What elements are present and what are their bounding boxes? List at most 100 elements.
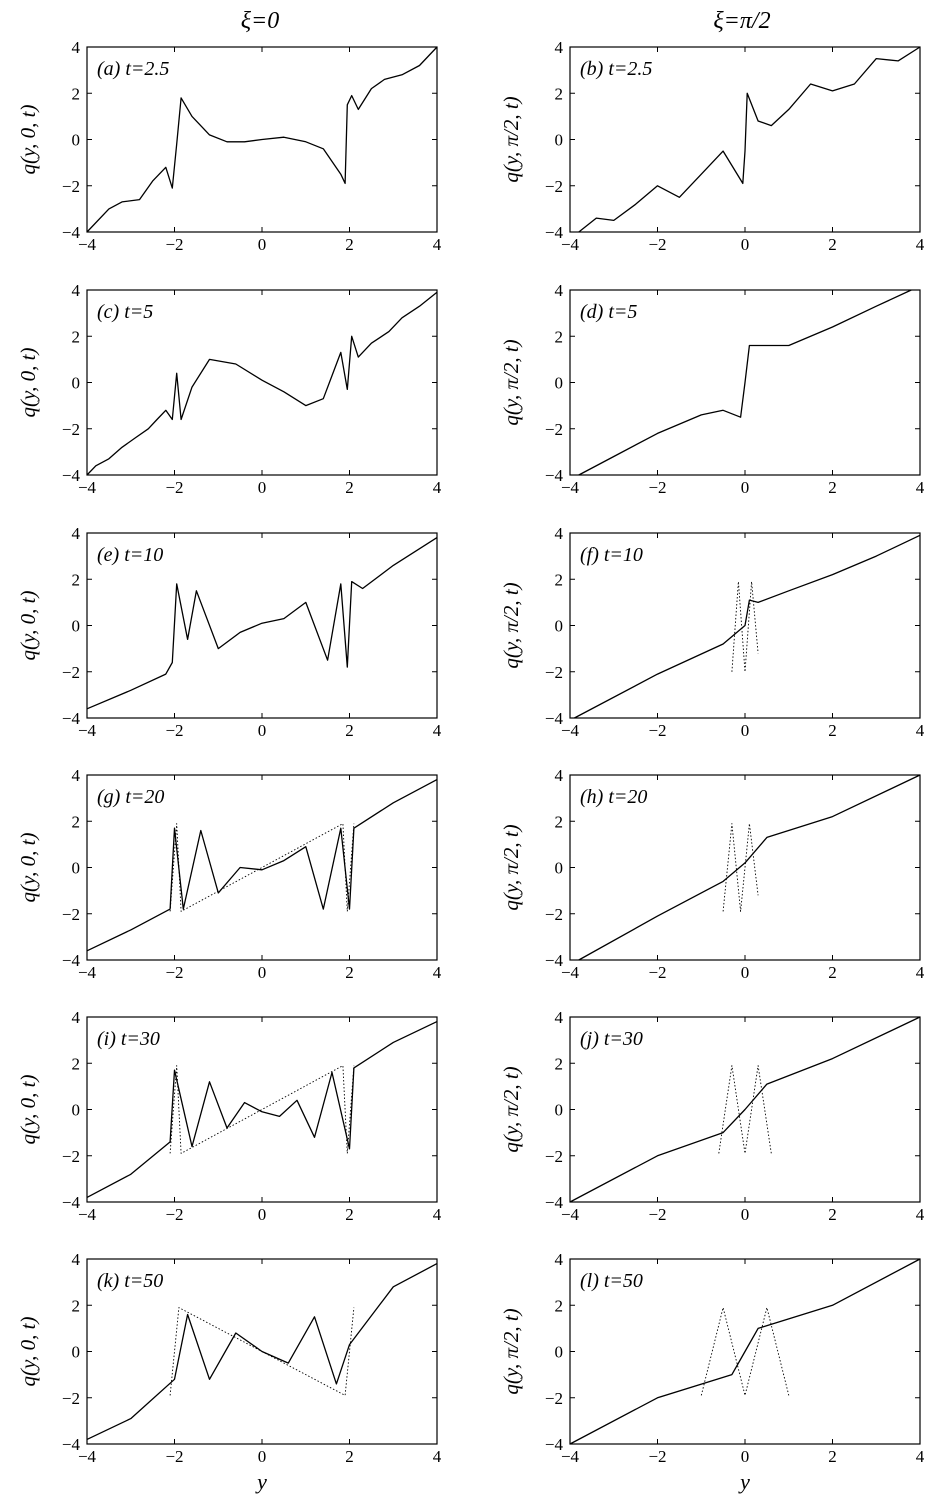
x-tick-label: −2 xyxy=(165,721,183,740)
x-tick-label: −2 xyxy=(165,478,183,497)
series-line xyxy=(86,46,438,233)
y-tick-label: 2 xyxy=(72,84,81,103)
x-tick-label: −4 xyxy=(561,1205,580,1224)
y-tick-label: −2 xyxy=(62,1389,80,1408)
x-tick-label: −2 xyxy=(648,478,666,497)
x-tick-label: −2 xyxy=(165,963,183,982)
x-tick-label: −4 xyxy=(78,1447,97,1466)
y-tick-label: 2 xyxy=(72,570,81,589)
x-tick-label: −4 xyxy=(78,478,97,497)
series-line xyxy=(86,1021,438,1198)
panel-label: (f) t=10 xyxy=(580,544,643,566)
x-tick-label: 2 xyxy=(828,1205,837,1224)
y-tick-label: −4 xyxy=(62,1435,81,1454)
y-tick-label: 2 xyxy=(555,1054,564,1073)
y-tick-label: 2 xyxy=(72,1296,81,1315)
series-line-dotted xyxy=(700,1307,790,1396)
x-tick-label: 4 xyxy=(433,1447,442,1466)
y-tick-label: −2 xyxy=(545,420,563,439)
x-tick-label: 4 xyxy=(916,963,925,982)
y-tick-label: −2 xyxy=(62,905,80,924)
y-tick-label: 2 xyxy=(555,812,564,831)
y-tick-label: −2 xyxy=(62,420,80,439)
y-tick-label: −4 xyxy=(545,951,564,970)
y-tick-label: 0 xyxy=(72,1343,81,1362)
series-line-dotted xyxy=(722,823,759,912)
panel-h: −4 −2 0 2 4 −4 −2 0 2 4 q(y, π/2, t) (h) t=20 xyxy=(499,766,925,982)
panel-label: (i) t=30 xyxy=(97,1028,160,1050)
x-axis-label: y xyxy=(255,1469,267,1494)
panel-label: (l) t=50 xyxy=(580,1270,643,1292)
x-tick-label: −2 xyxy=(648,721,666,740)
y-tick-label: 2 xyxy=(555,84,564,103)
x-tick-label: 2 xyxy=(828,235,837,254)
panel-label: (a) t=2.5 xyxy=(97,58,169,80)
x-tick-label: 4 xyxy=(433,235,442,254)
x-tick-label: 4 xyxy=(433,963,442,982)
x-tick-label: 2 xyxy=(345,478,354,497)
series-line-dotted xyxy=(169,823,355,912)
panel-label: (g) t=20 xyxy=(97,786,164,808)
y-tick-label: 4 xyxy=(72,766,81,785)
x-tick-label: 4 xyxy=(916,721,925,740)
panel-b: −4 −2 0 2 4 −4 −2 0 2 4 q(y, π/2, t) (b) t=2.5 xyxy=(499,38,925,254)
y-axis-label: q(y, π/2, t) xyxy=(499,1308,523,1394)
panel-c: −4 −2 0 2 4 −4 −2 0 2 4 q(y, 0, t) (c) t=5 xyxy=(16,281,442,497)
x-tick-label: 0 xyxy=(258,721,267,740)
y-tick-label: −2 xyxy=(545,1147,563,1166)
x-tick-label: −2 xyxy=(648,963,666,982)
y-tick-label: 0 xyxy=(555,1343,564,1362)
x-tick-label: −2 xyxy=(648,235,666,254)
y-tick-label: −2 xyxy=(545,177,563,196)
panel-label: (d) t=5 xyxy=(580,301,637,323)
panel-label: (c) t=5 xyxy=(97,301,153,323)
x-tick-label: 0 xyxy=(258,1447,267,1466)
x-tick-label: 2 xyxy=(345,721,354,740)
x-tick-label: 2 xyxy=(828,721,837,740)
x-tick-label: −2 xyxy=(165,1447,183,1466)
x-tick-label: 4 xyxy=(916,1205,925,1224)
y-tick-label: 4 xyxy=(72,524,81,543)
y-axis-label: q(y, 0, t) xyxy=(16,105,40,175)
column-title-right: ξ=π/2 xyxy=(713,8,770,34)
y-tick-label: −4 xyxy=(545,1193,564,1212)
y-tick-label: −4 xyxy=(545,466,564,485)
series-line-dotted xyxy=(169,1065,355,1154)
y-tick-label: 2 xyxy=(72,812,81,831)
series-line xyxy=(578,774,921,961)
series-line xyxy=(578,46,921,233)
y-tick-label: 0 xyxy=(72,131,81,150)
y-tick-label: −4 xyxy=(545,223,564,242)
x-tick-label: 2 xyxy=(345,1205,354,1224)
panel-l: −4 −2 0 2 4 −4 −2 0 2 4 q(y, π/2, t) y (l) t=50 xyxy=(499,1250,925,1494)
x-tick-label: 0 xyxy=(741,1447,750,1466)
y-axis-label: q(y, 0, t) xyxy=(16,348,40,418)
x-tick-label: −4 xyxy=(78,235,97,254)
x-tick-label: 4 xyxy=(433,1205,442,1224)
y-tick-label: −4 xyxy=(545,709,564,728)
x-tick-label: 2 xyxy=(345,235,354,254)
x-tick-label: 0 xyxy=(258,1205,267,1224)
x-tick-label: −4 xyxy=(561,1447,580,1466)
y-tick-label: −2 xyxy=(545,663,563,682)
x-tick-label: −4 xyxy=(78,963,97,982)
panel-i: −4 −2 0 2 4 −4 −2 0 2 4 q(y, 0, t) (i) t=30 xyxy=(16,1008,442,1224)
y-tick-label: −4 xyxy=(62,223,81,242)
x-tick-label: −4 xyxy=(78,1205,97,1224)
x-tick-label: −2 xyxy=(165,235,183,254)
panels: −4 −2 0 2 4 −4 −2 0 2 4 q(y, 0, t) (a) t=2.5 −4 −2 0 2 4… xyxy=(16,38,925,1494)
y-axis-label: q(y, π/2, t) xyxy=(499,339,523,425)
x-tick-label: 0 xyxy=(741,1205,750,1224)
x-tick-label: −4 xyxy=(561,235,580,254)
y-axis-label: q(y, 0, t) xyxy=(16,833,40,903)
y-tick-label: −4 xyxy=(62,1193,81,1212)
x-tick-label: 4 xyxy=(916,1447,925,1466)
y-tick-label: 4 xyxy=(72,281,81,300)
x-tick-label: 0 xyxy=(258,478,267,497)
y-tick-label: 4 xyxy=(555,524,564,543)
y-tick-label: 0 xyxy=(72,1101,81,1120)
y-tick-label: 0 xyxy=(555,131,564,150)
panel-e: −4 −2 0 2 4 −4 −2 0 2 4 q(y, 0, t) (e) t=10 xyxy=(16,524,442,740)
series-line xyxy=(86,779,438,952)
